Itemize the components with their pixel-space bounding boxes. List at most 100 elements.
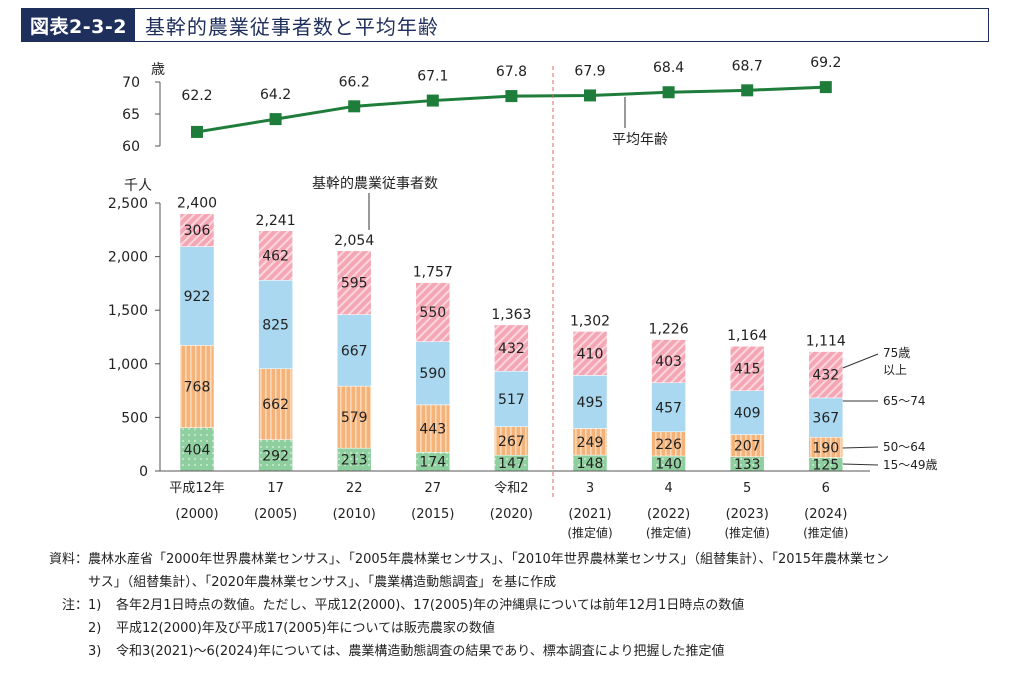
age-point xyxy=(819,81,832,94)
bar-segment xyxy=(258,280,293,369)
x-sub-label: (2015) xyxy=(411,507,454,522)
estimate-label: (推定値) xyxy=(803,525,848,540)
age-tick-label: 65 xyxy=(122,107,140,123)
legend-leader xyxy=(842,446,879,449)
bar-segment xyxy=(651,382,686,433)
age-series-label: 平均年齢 xyxy=(612,132,668,148)
y-tick-label: 1,500 xyxy=(108,303,148,319)
data-label: 662 xyxy=(262,397,289,413)
data-label: 174 xyxy=(419,455,446,471)
data-label: 462 xyxy=(262,249,289,265)
x-tick-label: 4 xyxy=(664,481,672,496)
age-data-label: 68.7 xyxy=(732,58,763,74)
bar-segment xyxy=(651,339,686,384)
y-tick-label: 500 xyxy=(121,410,148,426)
legend-label-15-49: 15〜49歳 xyxy=(883,458,938,472)
figure-title-bar: 図表2-3-2 基幹的農業従事者数と平均年齢 xyxy=(21,8,989,42)
note-head: 注： xyxy=(61,598,88,613)
source-head: 資料： xyxy=(48,552,88,567)
bar-segment xyxy=(572,375,608,429)
data-label: 267 xyxy=(498,434,525,450)
total-label: 1,226 xyxy=(649,322,689,338)
note-number: 1) xyxy=(88,598,102,613)
note-text: 平成12(2000)年及び平成17(2005)年については販売農家の数値 xyxy=(116,621,495,636)
age-data-label: 69.2 xyxy=(810,55,841,71)
x-tick-label: 平成12年 xyxy=(169,481,225,496)
data-label: 590 xyxy=(419,366,446,382)
data-label: 432 xyxy=(812,368,839,384)
legend-leader xyxy=(842,353,879,369)
x-tick-label: 3 xyxy=(586,481,594,496)
y-unit-label: 千人 xyxy=(124,178,152,194)
note-number: 3) xyxy=(88,644,102,659)
legend-leader xyxy=(842,463,879,466)
data-label: 249 xyxy=(577,435,604,451)
bar-segment xyxy=(808,397,844,438)
x-tick-label: 22 xyxy=(346,481,363,496)
legend-label-65-74: 65〜74 xyxy=(883,394,926,408)
bar-segment xyxy=(258,439,293,472)
x-sub-label: (2024) xyxy=(804,507,847,522)
data-label: 410 xyxy=(577,346,604,362)
x-tick-label: 令和2 xyxy=(494,481,528,496)
data-label: 579 xyxy=(341,410,368,426)
data-label: 415 xyxy=(734,361,761,377)
legend-label-50-64: 50〜64 xyxy=(883,440,926,454)
x-sub-label: (2021) xyxy=(568,507,611,522)
data-label: 213 xyxy=(341,453,368,469)
bar-segment xyxy=(258,368,293,440)
data-label: 140 xyxy=(655,456,682,472)
data-label: 306 xyxy=(184,223,211,239)
data-label: 226 xyxy=(655,437,682,453)
age-unit-label: 歳 xyxy=(151,62,165,78)
source-line-2: サス」（組替集計）、「2020年農林業センサス」、「農業構造動態調査」を基に作成 xyxy=(88,575,557,590)
age-data-label: 67.9 xyxy=(574,63,605,79)
figure-id-badge: 図表2-3-2 xyxy=(22,9,135,41)
bar-segment xyxy=(572,428,608,456)
age-point xyxy=(348,100,361,113)
data-label: 768 xyxy=(184,380,211,396)
estimate-label: (推定値) xyxy=(567,525,612,540)
y-tick-label: 1,000 xyxy=(108,357,148,373)
total-label: 2,054 xyxy=(334,233,374,249)
total-label: 1,757 xyxy=(413,265,453,281)
x-tick-label: 17 xyxy=(267,481,284,496)
figure-title: 基幹的農業従事者数と平均年齢 xyxy=(144,14,439,39)
total-label: 1,114 xyxy=(806,334,846,350)
note-text: 令和3(2021)〜6(2024)年については、農業構造動態調査の結果であり、標… xyxy=(116,644,725,659)
notes-section: 資料： 農林水産省「2000年世界農林業センサス」、「2005年農林業センサス」… xyxy=(30,548,1010,663)
note-number: 2) xyxy=(88,621,102,636)
bar-segment xyxy=(729,345,765,391)
age-data-label: 66.2 xyxy=(339,74,370,90)
x-sub-label: (2000) xyxy=(175,507,218,522)
data-label: 147 xyxy=(498,456,525,472)
estimate-label: (推定値) xyxy=(725,525,770,540)
bar-segment xyxy=(494,324,529,372)
age-data-label: 67.1 xyxy=(417,69,448,85)
bar-segment xyxy=(258,230,293,281)
data-label: 367 xyxy=(812,411,839,427)
data-label: 595 xyxy=(341,276,368,292)
age-point xyxy=(662,86,675,99)
data-label: 432 xyxy=(498,341,525,357)
bar-segment xyxy=(729,390,765,435)
bar-segment xyxy=(572,331,608,376)
data-label: 148 xyxy=(577,456,604,472)
total-label: 2,400 xyxy=(177,196,217,212)
age-point xyxy=(505,90,518,103)
age-point xyxy=(741,84,754,97)
age-data-label: 62.2 xyxy=(181,88,212,104)
data-label: 409 xyxy=(734,406,761,422)
legend-label-75plus: 75歳 xyxy=(883,346,910,360)
bar-segment xyxy=(415,341,451,406)
source-line-1: 農林水産省「2000年世界農林業センサス」、「2005年農林業センサス」、「20… xyxy=(88,552,890,567)
bar-segment xyxy=(494,370,529,427)
total-label: 2,241 xyxy=(256,213,296,229)
note-item: 2) 平成12(2000)年及び平成17(2005)年については販売農家の数値 xyxy=(30,617,1010,640)
age-point xyxy=(426,94,439,107)
x-sub-label: (2022) xyxy=(647,507,690,522)
x-tick-label: 6 xyxy=(822,481,830,496)
data-label: 292 xyxy=(262,448,289,464)
source-note: 資料： 農林水産省「2000年世界農林業センサス」、「2005年農林業センサス」… xyxy=(30,548,1010,571)
